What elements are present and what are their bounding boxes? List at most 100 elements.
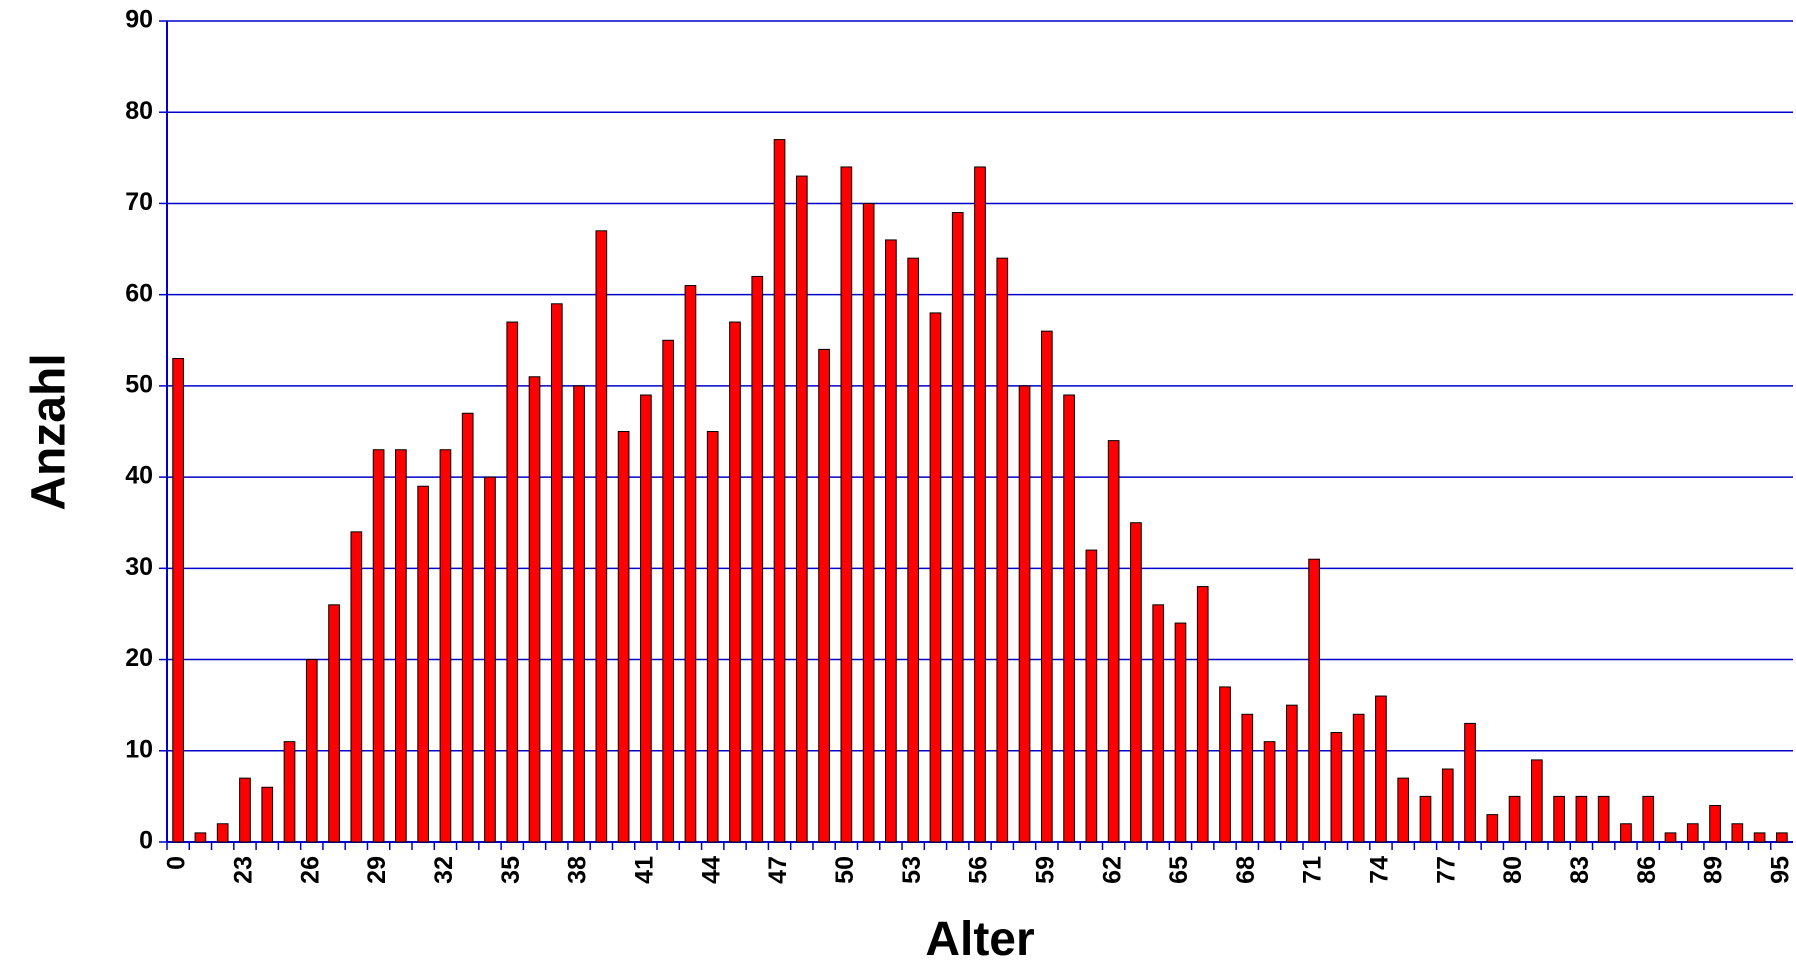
- bar: [1130, 522, 1142, 843]
- bar: [372, 449, 385, 843]
- bar: [283, 741, 296, 843]
- bar: [239, 777, 251, 843]
- bar: [1709, 805, 1721, 843]
- bar: [1642, 795, 1655, 843]
- bar: [1731, 823, 1744, 843]
- bar: [1664, 832, 1677, 843]
- bar: [996, 257, 1009, 843]
- x-tick-label: 77: [1432, 856, 1460, 884]
- bar: [439, 449, 452, 843]
- bar: [1219, 686, 1231, 843]
- y-tick-label: 90: [125, 6, 153, 34]
- bar: [550, 303, 563, 843]
- x-tick-label: 47: [764, 856, 792, 884]
- x-tick-label: 53: [898, 856, 926, 884]
- bar: [684, 285, 697, 843]
- bar: [1508, 795, 1521, 843]
- bar: [350, 531, 363, 843]
- bar: [1686, 823, 1699, 843]
- bar: [662, 339, 675, 843]
- bar: [305, 659, 318, 843]
- bar: [1419, 795, 1432, 843]
- bar: [929, 312, 942, 843]
- bar: [951, 212, 964, 843]
- bar: [706, 431, 719, 843]
- bar: [1464, 722, 1476, 843]
- x-tick-label: 56: [965, 856, 993, 884]
- bar: [328, 604, 340, 843]
- x-tick-label: 59: [1031, 856, 1059, 884]
- bar: [974, 166, 986, 843]
- x-tick-label: 89: [1700, 856, 1728, 884]
- x-tick-label: 80: [1499, 856, 1527, 884]
- y-tick-label: 50: [125, 370, 153, 398]
- bar: [1553, 795, 1565, 843]
- y-tick-label: 10: [125, 735, 153, 763]
- y-tick-label: 20: [125, 644, 153, 672]
- x-tick-label: 38: [564, 856, 592, 884]
- bar: [506, 321, 519, 843]
- bar: [1352, 713, 1365, 843]
- x-tick-label: 23: [230, 856, 258, 884]
- bar: [1196, 586, 1209, 843]
- bar: [818, 348, 830, 843]
- bar: [1085, 549, 1098, 843]
- bar: [1620, 823, 1632, 843]
- bar: [1597, 795, 1610, 843]
- x-tick-label: 26: [296, 856, 324, 884]
- x-tick-label: 32: [430, 856, 458, 884]
- bar: [417, 485, 429, 843]
- x-tick-label: 0: [163, 856, 191, 870]
- y-tick-label: 70: [125, 188, 153, 216]
- x-tick-label: 71: [1299, 856, 1327, 884]
- bar: [172, 358, 184, 843]
- bar: [1174, 622, 1187, 843]
- bar: [1397, 777, 1410, 843]
- x-axis-title: Alter: [925, 913, 1034, 966]
- bar: [795, 175, 808, 843]
- x-tick-label: 74: [1366, 856, 1394, 884]
- x-tick-label: 41: [630, 856, 658, 884]
- bar: [1107, 440, 1120, 843]
- y-axis-title: Anzahl: [23, 353, 76, 510]
- bar: [1063, 394, 1075, 843]
- bar: [751, 275, 764, 843]
- y-tick-label: 0: [139, 827, 153, 855]
- bar: [862, 202, 875, 843]
- bar: [1018, 385, 1031, 843]
- x-tick-label: 62: [1098, 856, 1126, 884]
- bar: [640, 394, 652, 843]
- bar: [1152, 604, 1165, 843]
- bar: [528, 376, 541, 843]
- bar: [1241, 713, 1254, 843]
- y-tick-label: 80: [125, 97, 153, 125]
- bar: [1285, 704, 1298, 843]
- bar: [1330, 732, 1343, 843]
- bar: [1308, 558, 1320, 843]
- bar: [773, 139, 786, 843]
- x-tick-label: 44: [697, 856, 725, 884]
- bar: [484, 476, 496, 843]
- bar: [194, 832, 207, 843]
- bar: [729, 321, 741, 843]
- bar: [885, 239, 897, 843]
- x-tick-label: 35: [497, 856, 525, 884]
- bar: [1040, 330, 1053, 843]
- x-tick-label: 95: [1766, 856, 1794, 884]
- x-tick-label: 86: [1633, 856, 1661, 884]
- bar: [1263, 741, 1276, 843]
- bar: [1441, 768, 1454, 843]
- x-tick-label: 29: [363, 856, 391, 884]
- bar: [1375, 695, 1387, 843]
- y-tick-label: 40: [125, 462, 153, 490]
- bar: [1486, 814, 1499, 843]
- bar: [1753, 832, 1766, 843]
- y-tick-label: 30: [125, 553, 153, 581]
- y-tick-label: 60: [125, 279, 153, 307]
- bar: [216, 823, 229, 843]
- bar: [1776, 832, 1788, 843]
- bar: [1531, 759, 1543, 843]
- bar: [461, 412, 474, 843]
- bar: [395, 449, 407, 843]
